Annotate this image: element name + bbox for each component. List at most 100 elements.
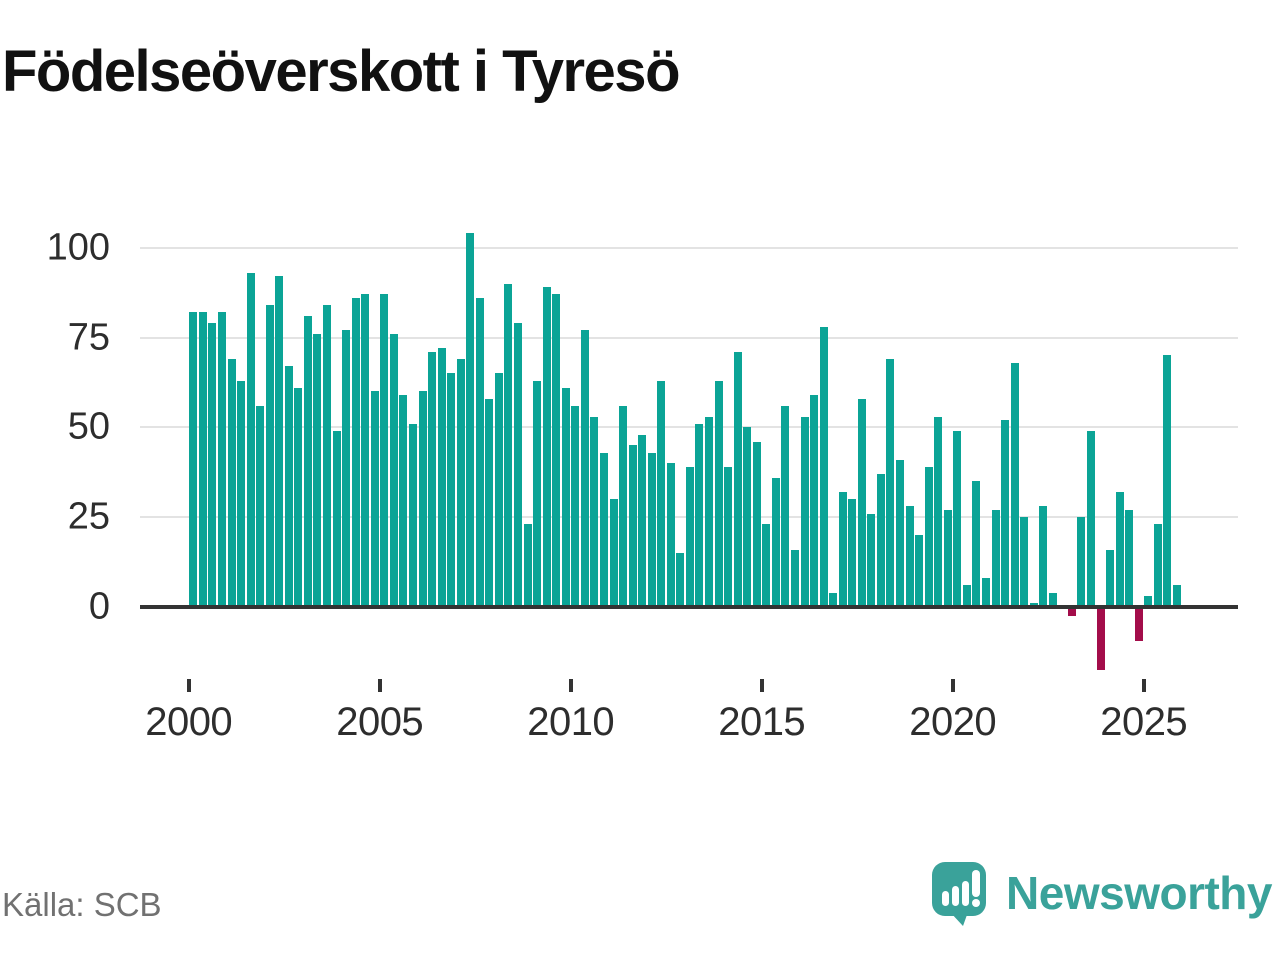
y-axis-label: 100 [46, 226, 110, 269]
bar-2010Q2 [580, 330, 589, 607]
bar-2020Q4 [981, 578, 990, 607]
bar-2007Q4 [485, 398, 494, 607]
bar-2006Q1 [418, 391, 427, 607]
y-axis-label: 50 [67, 405, 110, 448]
bar-2007Q1 [456, 359, 465, 607]
bar-2000Q1 [189, 312, 198, 607]
y-axis-label: 75 [67, 316, 110, 359]
bar-2014Q1 [724, 466, 733, 607]
x-axis-zero-line [140, 605, 1238, 609]
bar-2025Q1 [1144, 596, 1153, 607]
bar-2011Q4 [638, 434, 647, 607]
bar-2008Q3 [514, 323, 522, 607]
bar-2000Q3 [208, 323, 217, 607]
bar-2019Q3 [934, 416, 943, 607]
bar-2016Q2 [810, 395, 819, 607]
bar-2024Q1 [1106, 549, 1115, 607]
bar-2017Q4 [867, 513, 876, 607]
bar-2004Q1 [342, 330, 351, 607]
bar-2015Q2 [771, 477, 780, 607]
bar-2002Q2 [275, 276, 284, 607]
brand-name: Newsworthy [1006, 867, 1272, 919]
bar-2022Q3 [1048, 592, 1057, 607]
gridline-100 [140, 246, 1238, 249]
bar-2013Q3 [705, 416, 713, 607]
bar-2015Q4 [790, 549, 799, 607]
bar-2016Q4 [829, 592, 838, 607]
newsworthy-logo-icon [932, 862, 987, 926]
bar-2001Q3 [246, 272, 255, 607]
bar-2014Q2 [733, 351, 742, 607]
bar-2006Q2 [428, 351, 437, 607]
bar-2019Q1 [915, 535, 924, 607]
bar-2003Q2 [313, 333, 322, 607]
source-note: Källa: SCB [2, 886, 162, 923]
x-axis-label: 2020 [909, 700, 997, 744]
bar-2024Q3 [1125, 509, 1134, 607]
bar-2007Q3 [475, 298, 484, 607]
bar-2012Q3 [666, 463, 675, 607]
bar-2019Q2 [924, 466, 933, 607]
bar-2019Q4 [943, 509, 952, 607]
bar-2016Q1 [800, 416, 809, 607]
bar-2001Q4 [256, 405, 265, 607]
bar-2015Q3 [781, 405, 790, 607]
x-axis-label: 2015 [718, 700, 806, 744]
x-axis-label: 2010 [527, 700, 615, 744]
bar-2018Q3 [896, 459, 904, 607]
x-axis-label: 2000 [145, 700, 233, 744]
bar-2002Q4 [294, 387, 303, 607]
x-axis-tick-2020 [950, 679, 955, 692]
bar-2011Q3 [628, 445, 637, 607]
bar-2016Q3 [819, 326, 828, 607]
x-axis-tick-2000 [186, 679, 191, 692]
bar-2023Q1 [1067, 609, 1076, 617]
bar-2011Q2 [619, 405, 628, 607]
bar-2020Q2 [962, 585, 971, 607]
bar-2011Q1 [609, 499, 618, 607]
bar-2017Q1 [838, 492, 847, 607]
bar-2003Q4 [332, 430, 341, 607]
gridline-50 [140, 426, 1238, 429]
x-axis-tick-2010 [568, 679, 573, 692]
bar-2004Q4 [370, 391, 379, 607]
bar-2005Q1 [380, 294, 389, 607]
chart-title: Födelseöverskott i Tyresö [2, 39, 681, 104]
bar-2021Q2 [1001, 420, 1010, 607]
bar-2008Q2 [504, 283, 513, 607]
bar-2012Q4 [676, 553, 685, 607]
bar-2018Q2 [886, 359, 895, 607]
bar-2005Q4 [408, 423, 417, 607]
bar-2005Q3 [399, 395, 408, 607]
bar-2010Q3 [590, 416, 599, 607]
bar-2023Q3 [1087, 430, 1095, 607]
bar-2020Q1 [953, 430, 962, 607]
x-axis-tick-2015 [759, 679, 764, 692]
bar-2006Q4 [447, 373, 456, 607]
bar-2021Q4 [1020, 517, 1029, 607]
bar-2002Q3 [284, 366, 293, 607]
bar-2003Q3 [323, 305, 331, 607]
x-axis-tick-2005 [377, 679, 382, 692]
y-axis-label: 0 [88, 585, 110, 628]
bar-2003Q1 [303, 315, 312, 607]
bar-2009Q3 [552, 294, 561, 607]
bar-2002Q1 [265, 305, 274, 607]
bar-2013Q2 [695, 423, 704, 607]
bar-2008Q1 [494, 373, 503, 607]
bar-2024Q4 [1134, 609, 1143, 642]
bar-2005Q2 [389, 333, 398, 607]
x-axis-label: 2005 [336, 700, 424, 744]
bar-2020Q3 [972, 481, 981, 607]
bar-2000Q2 [198, 312, 207, 607]
bar-2013Q4 [714, 380, 723, 607]
bar-2000Q4 [217, 312, 226, 607]
bar-2018Q4 [905, 506, 914, 607]
bar-2014Q4 [752, 441, 761, 607]
bar-2010Q4 [599, 452, 608, 607]
bar-2023Q2 [1077, 517, 1086, 607]
bar-2007Q2 [466, 233, 475, 607]
bar-2022Q2 [1039, 506, 1048, 607]
y-axis-label: 25 [67, 495, 110, 538]
